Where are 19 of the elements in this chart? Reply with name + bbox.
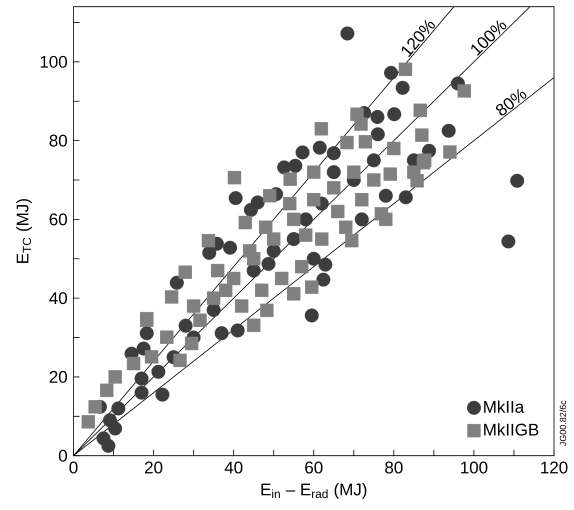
x-tick-label: 60 — [305, 462, 323, 474]
x-axis-title: E$_{in}$ – E$_{rad}$ (MJ) — [261, 483, 366, 499]
y-tick-label: 0 — [58, 450, 68, 462]
text: JG00.82/6c — [560, 400, 566, 446]
x-tick-label: 120 — [541, 462, 568, 474]
x-tick-label: 100 — [461, 462, 488, 474]
x-tick-label: 40 — [224, 462, 242, 474]
legend-label: MkIIa — [484, 400, 524, 413]
x-tick-label: 80 — [385, 462, 403, 474]
y-axis-title: E$_{TC}$ (MJ) — [16, 199, 32, 263]
y-tick-label: 20 — [50, 370, 67, 383]
x-tick-label: 20 — [145, 462, 162, 474]
y-tick-label: 100 — [40, 56, 67, 68]
y-tick-label: 40 — [49, 292, 67, 304]
x-tick-label: 0 — [69, 462, 78, 474]
y-tick-label: 80 — [50, 134, 67, 147]
y-tick-label: 60 — [50, 213, 67, 226]
text: 80% — [496, 88, 526, 116]
legend-label: MkIIGB — [484, 423, 538, 436]
